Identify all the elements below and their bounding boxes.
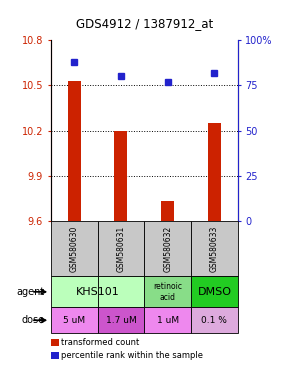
Bar [161, 201, 174, 221]
Bar [68, 81, 81, 221]
Text: dose: dose [22, 315, 45, 325]
Text: GDS4912 / 1387912_at: GDS4912 / 1387912_at [76, 17, 214, 30]
Text: percentile rank within the sample: percentile rank within the sample [61, 351, 203, 360]
Bar [114, 131, 127, 221]
Text: GSM580631: GSM580631 [116, 225, 125, 272]
Text: 1 uM: 1 uM [157, 316, 179, 325]
Text: 1.7 uM: 1.7 uM [106, 316, 136, 325]
Text: retinoic
acid: retinoic acid [153, 282, 182, 301]
Text: 0.1 %: 0.1 % [202, 316, 227, 325]
Text: KHS101: KHS101 [76, 287, 119, 297]
Text: GSM580632: GSM580632 [163, 225, 172, 272]
Text: GSM580633: GSM580633 [210, 225, 219, 272]
Bar [208, 123, 221, 221]
Text: GSM580630: GSM580630 [70, 225, 79, 272]
Text: transformed count: transformed count [61, 338, 139, 347]
Text: 5 uM: 5 uM [63, 316, 85, 325]
Text: DMSO: DMSO [197, 287, 231, 297]
Text: agent: agent [17, 287, 45, 297]
